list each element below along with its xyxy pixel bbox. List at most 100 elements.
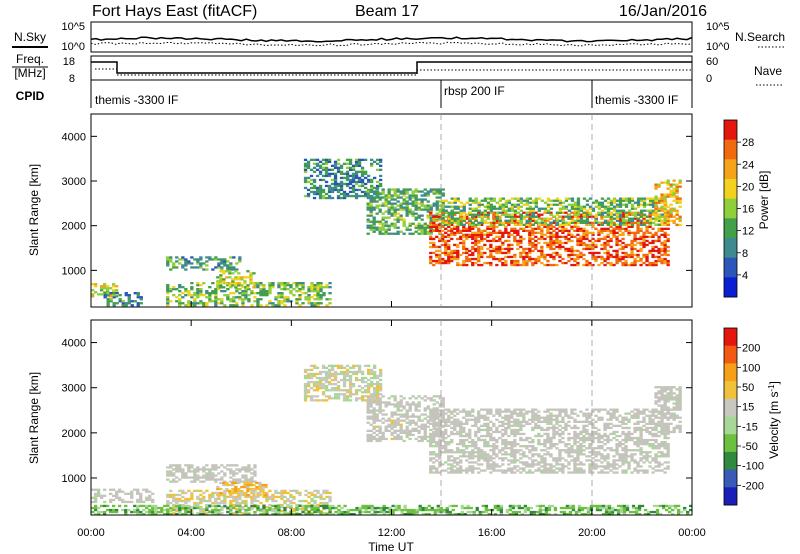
power-cell [222,272,226,275]
power-cell [642,237,646,241]
power-cell [136,296,140,299]
power-cell [525,261,529,265]
velocity-cell [471,451,475,454]
velocity-cell [474,443,478,446]
power-cell [295,290,299,293]
power-cell [220,302,224,305]
power-cell [414,204,418,207]
power-cell [597,201,602,204]
power-cell [492,221,496,224]
power-cell [480,247,484,251]
power-cell [495,211,499,214]
velocity-cell [199,493,203,497]
velocity-cell [229,493,233,497]
velocity-cell [315,376,320,380]
velocity-cell [519,424,523,427]
power-cell [390,212,394,215]
velocity-cell [286,491,290,495]
nave-tick-high: 60 [706,56,718,68]
power-cell [654,199,658,202]
power-cell [360,180,365,184]
power-cell [327,194,332,198]
velocity-cell [468,465,472,468]
power-cell [393,226,397,229]
power-cell [402,198,406,201]
power-cell [366,190,370,193]
velocity-cell [364,376,368,380]
velocity-cell [351,385,356,388]
power-cell [522,227,526,230]
power-cell [130,304,134,307]
power-cell [199,264,203,267]
power-cell [492,205,496,208]
velocity-cell [462,428,466,432]
power-cell [369,220,373,223]
power-cell [354,192,359,196]
velocity-cell [283,489,287,492]
power-cell [510,261,514,265]
velocity-cell [483,422,487,425]
velocity-cell [348,380,353,384]
power-cell [348,190,353,194]
power-cell [453,243,457,247]
power-cell [498,211,502,214]
velocity-cell [432,403,436,406]
power-cell [561,201,566,204]
power-cell [423,204,427,207]
power-cell [249,274,253,277]
power-cell [582,213,587,216]
velocity-cell [510,461,514,464]
power-cell [588,231,592,234]
power-cell [654,263,658,267]
power-cell [202,302,206,305]
velocity-cell [462,408,466,411]
velocity-cell [127,500,131,504]
power-cell [534,235,538,238]
power-cell [663,217,667,220]
power-cell [624,203,629,206]
power-cell [354,176,359,180]
power-cell [372,224,376,227]
power-cell [654,205,658,208]
velocity-cell [237,489,241,493]
velocity-cell [411,421,415,424]
power-cell [636,201,641,204]
power-cell [364,176,368,180]
velocity-cell [432,424,436,427]
power-cell [591,223,595,226]
velocity-cell [444,424,448,427]
velocity-cell [396,423,400,426]
power-cell [498,199,502,202]
power-cell [190,286,194,289]
power-cell [603,241,607,245]
velocity-cell [310,493,314,497]
cpid-segment-3: themis -3300 IF [595,93,678,107]
power-cell [390,188,394,191]
velocity-cell [289,501,293,505]
power-cell [369,226,373,229]
power-cell [253,292,257,295]
power-cell [324,162,329,165]
power-cell [202,268,206,271]
power-cell [612,229,616,232]
power-cell [393,208,397,211]
power-cell [462,259,466,263]
power-cell [579,221,584,224]
power-cell [663,253,667,257]
power-cell [633,253,637,257]
power-cell [268,282,272,285]
power-cell [609,229,613,232]
velocity-cell [364,380,368,384]
velocity-cell [528,465,532,468]
power-cell [666,211,670,214]
velocity-cell [522,438,526,442]
velocity-cell [367,370,371,374]
velocity-cell [522,469,526,472]
velocity-cell [223,472,227,475]
power-cell [438,208,442,211]
velocity-cell [486,426,490,430]
power-cell [621,203,626,206]
power-cell [468,233,472,236]
power-cell [606,241,610,245]
velocity-cell [450,416,454,419]
